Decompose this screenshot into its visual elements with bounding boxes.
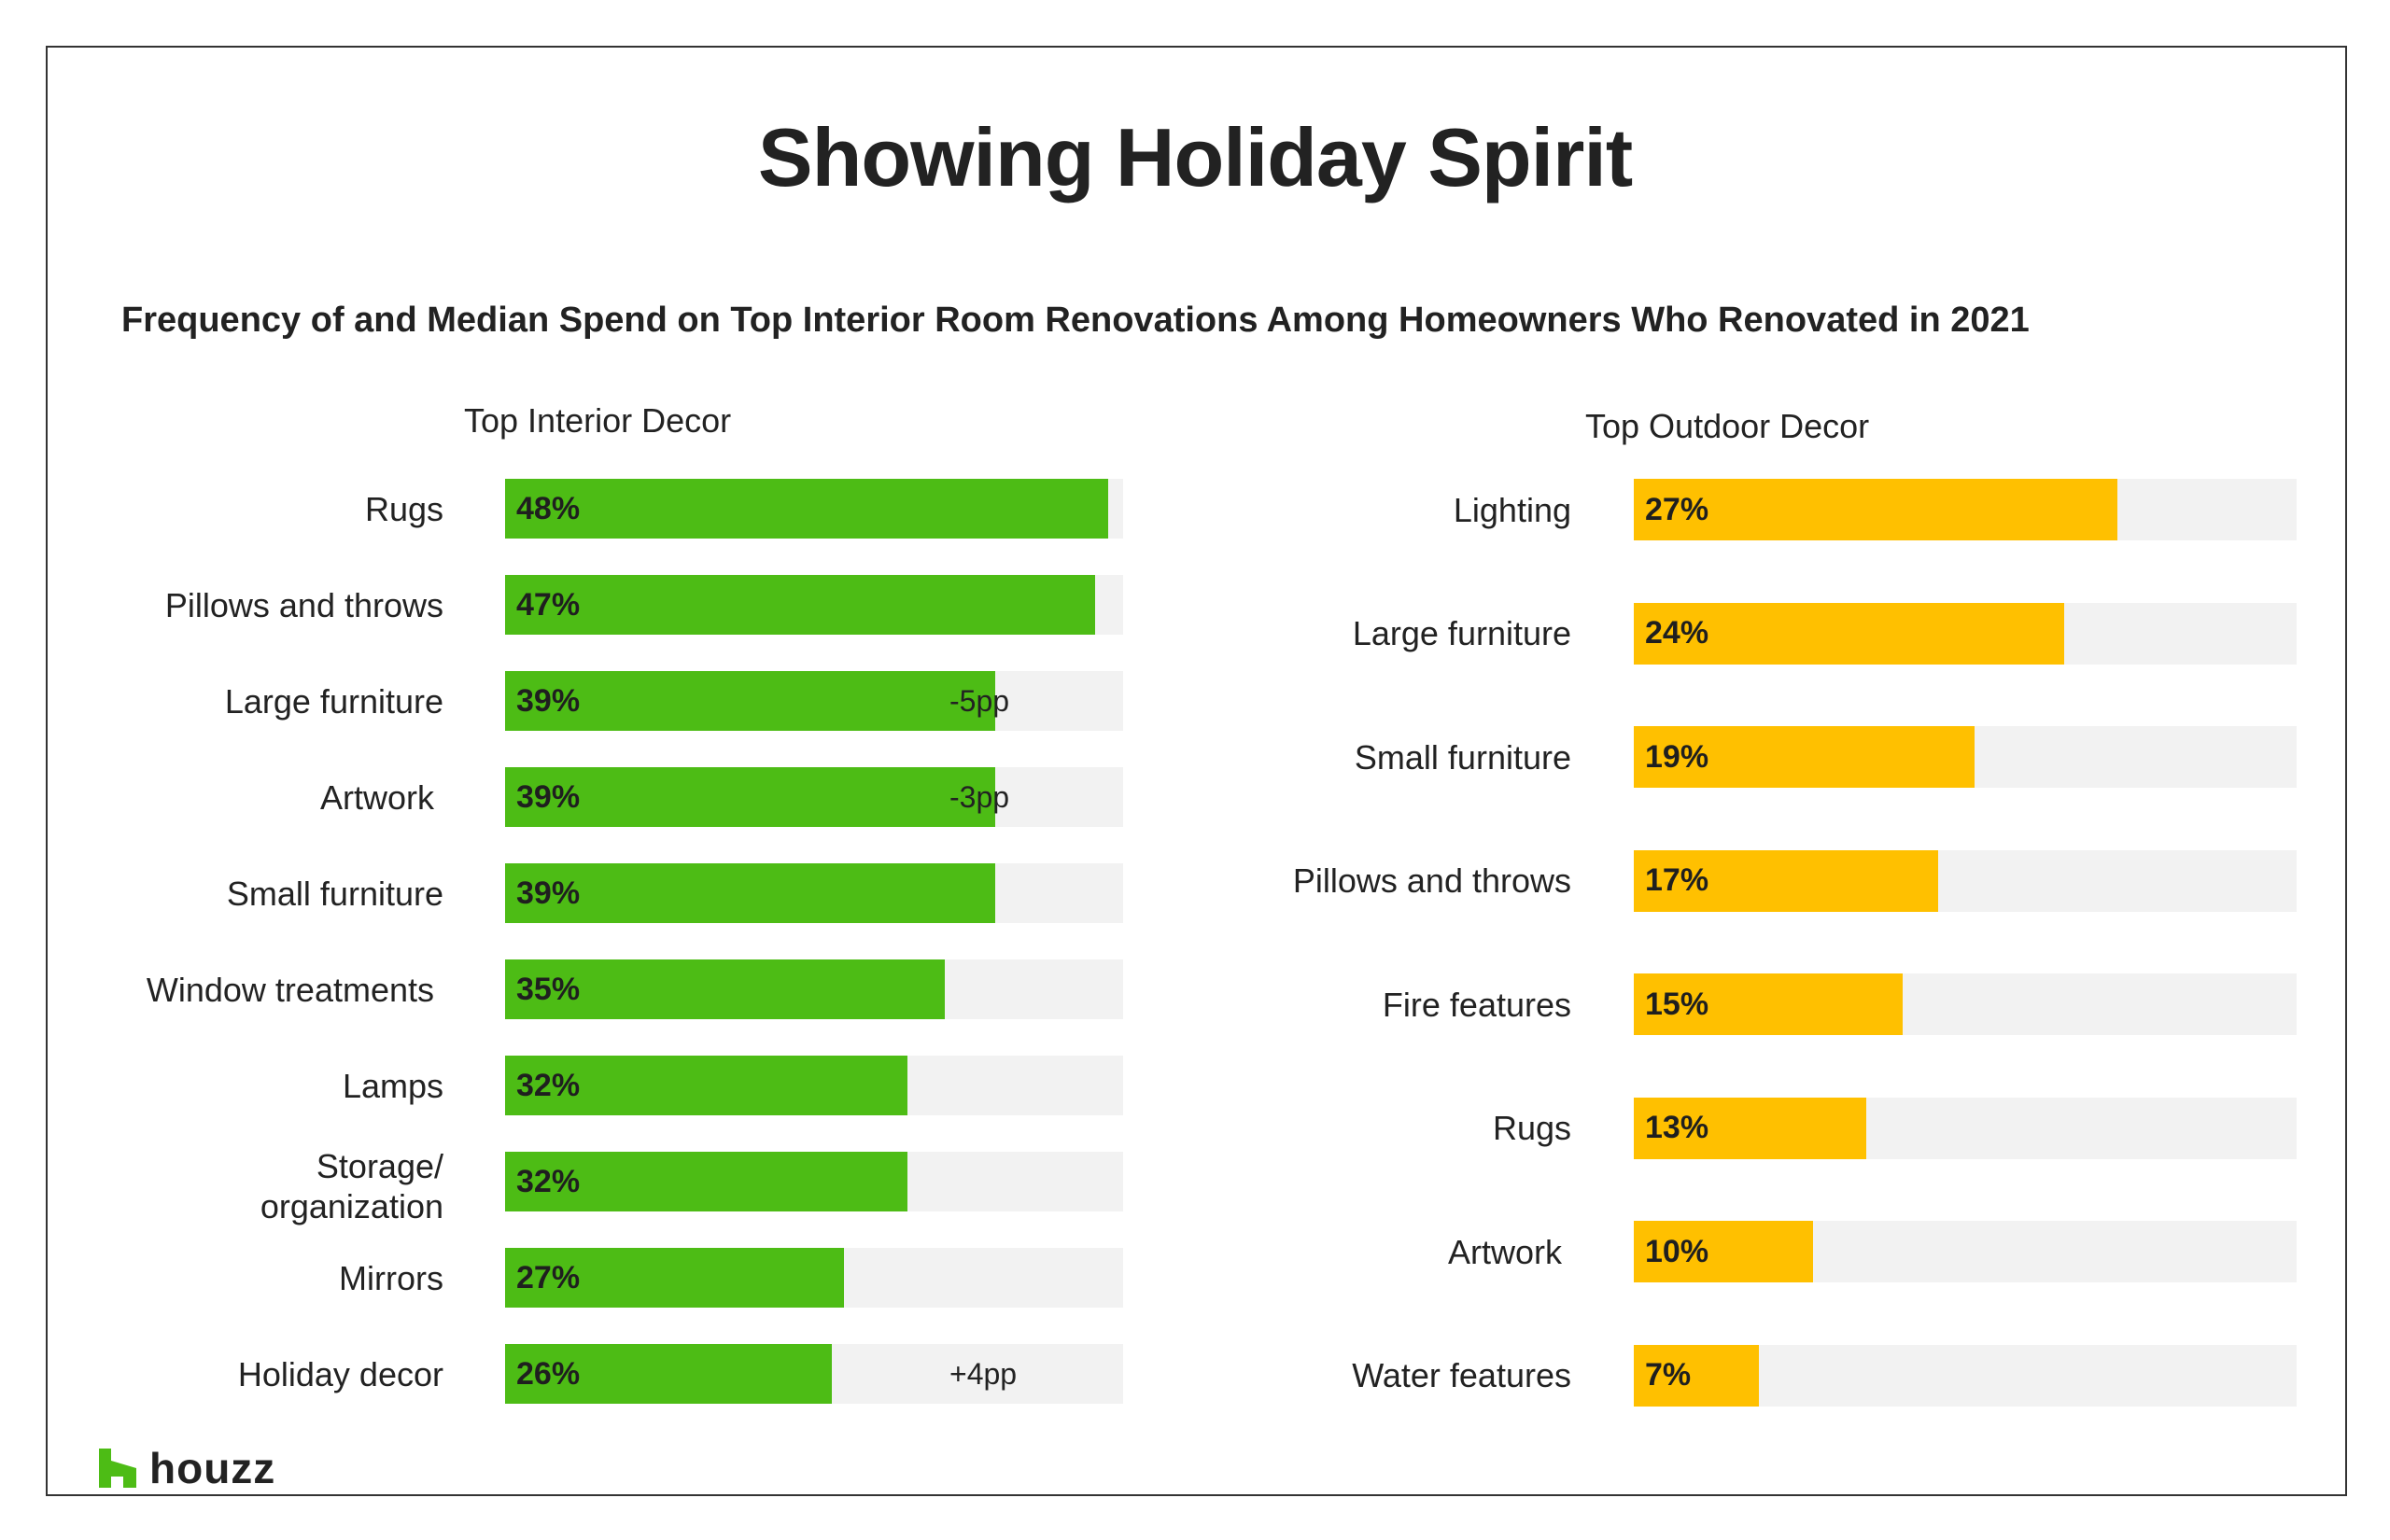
interior-bar-track-large-furniture: 39% -5pp — [505, 671, 1123, 731]
outdoor-bar-track-large-furniture: 24% — [1634, 602, 2297, 665]
page-title: Showing Holiday Spirit — [757, 111, 1633, 203]
interior-bar-track-rugs: 48% — [505, 479, 1123, 539]
interior-value-label-storage-organization: 32% — [516, 1163, 581, 1199]
interior-value-label-holiday-decor: 26% — [516, 1355, 581, 1392]
interior-bar-pillows-and-throws — [505, 575, 1096, 635]
interior-label-holiday-decor: Holiday decor — [237, 1354, 443, 1393]
interior-bar-track-storage-organization: 32% — [505, 1152, 1123, 1211]
interior-value-label-artwork: 39% — [516, 778, 581, 815]
outdoor-value-label-rugs: 13% — [1645, 1110, 1709, 1145]
interior-bar-track-holiday-decor: 26% +4pp — [505, 1344, 1123, 1404]
outdoor-bar-track-artwork: 10% — [1634, 1221, 2297, 1282]
outdoor-value-label-large-furniture: 24% — [1645, 615, 1709, 651]
interior-label-lamps: Lamps — [342, 1066, 443, 1105]
outdoor-bar-track-pillows-and-throws: 17% — [1634, 849, 2297, 912]
chart-subtitle: Frequency of and Median Spend on Top Int… — [121, 301, 2030, 340]
chart-frame — [46, 46, 2347, 1496]
interior-label-small-furniture: Small furniture — [226, 874, 443, 913]
outdoor-value-label-small-furniture: 19% — [1645, 738, 1709, 775]
interior-change-note-large-furniture: -5pp — [949, 683, 1010, 718]
interior-panel-title: Top Interior Decor — [464, 401, 732, 440]
interior-bar-holiday-decor — [505, 1344, 832, 1404]
outdoor-label-lighting: Lighting — [1453, 490, 1571, 529]
interior-bar-small-furniture — [505, 863, 995, 923]
brand-name: houzz — [149, 1444, 276, 1492]
brand-logo: houzz — [99, 1443, 275, 1493]
interior-label-pillows-and-throws: Pillows and throws — [164, 585, 443, 624]
interior-bar-storage-organization — [505, 1152, 907, 1211]
outdoor-bar-fire-features — [1634, 973, 1903, 1035]
interior-value-label-window-treatments: 35% — [516, 971, 581, 1007]
interior-value-label-small-furniture: 39% — [516, 875, 581, 911]
outdoor-bar-small-furniture — [1634, 726, 1975, 788]
outdoor-bar-track-water-features: 7% — [1634, 1344, 2297, 1407]
outdoor-value-label-lighting: 27% — [1645, 491, 1709, 527]
outdoor-label-water-features: Water features — [1352, 1356, 1571, 1394]
outdoor-value-label-pillows-and-throws: 17% — [1645, 862, 1709, 898]
outdoor-bar-water-features — [1634, 1344, 1760, 1407]
interior-bar-mirrors — [505, 1248, 845, 1308]
interior-bar-artwork — [505, 767, 995, 827]
outdoor-label-fire-features: Fire features — [1382, 985, 1571, 1024]
outdoor-value-label-artwork: 10% — [1645, 1233, 1709, 1269]
interior-value-label-mirrors: 27% — [516, 1259, 581, 1295]
interior-change-note-holiday-decor: +4pp — [949, 1356, 1018, 1391]
interior-bar-track-mirrors: 27% — [505, 1248, 1123, 1308]
interior-bar-track-pillows-and-throws: 47% — [505, 575, 1123, 635]
outdoor-bar-track-fire-features: 15% — [1634, 973, 2297, 1035]
outdoor-value-label-fire-features: 15% — [1645, 986, 1709, 1022]
interior-label-storage-organization: Storage/organization — [260, 1147, 443, 1225]
outdoor-bar-lighting — [1634, 479, 2118, 540]
interior-bar-large-furniture — [505, 671, 995, 731]
outdoor-bar-track-rugs: 13% — [1634, 1097, 2297, 1159]
interior-bar-window-treatments — [505, 959, 945, 1019]
interior-value-label-large-furniture: 39% — [516, 682, 581, 719]
outdoor-bar-track-lighting: 27% — [1634, 479, 2297, 540]
interior-bar-track-artwork: 39% -3pp — [505, 767, 1123, 827]
interior-bar-rugs — [505, 479, 1108, 539]
interior-value-label-lamps: 32% — [516, 1067, 581, 1103]
interior-value-label-pillows-and-throws: 47% — [516, 586, 581, 623]
outdoor-bar-track-small-furniture: 19% — [1634, 726, 2297, 788]
interior-label-artwork: Artwork — [319, 777, 434, 817]
outdoor-bar-artwork — [1634, 1221, 1813, 1282]
interior-label-rugs: Rugs — [364, 489, 443, 528]
interior-bar-track-window-treatments: 35% — [505, 959, 1123, 1019]
interior-bar-track-lamps: 32% — [505, 1056, 1123, 1115]
interior-label-window-treatments: Window treatments — [146, 970, 434, 1009]
interior-bar-track-small-furniture: 39% — [505, 863, 1123, 923]
outdoor-bar-pillows-and-throws — [1634, 849, 1939, 912]
houzz-logo-icon — [99, 1449, 136, 1488]
interior-change-note-artwork: -3pp — [949, 779, 1010, 814]
interior-bar-lamps — [505, 1056, 907, 1115]
outdoor-bar-large-furniture — [1634, 602, 2064, 665]
outdoor-label-artwork: Artwork — [1447, 1232, 1562, 1271]
outdoor-value-label-water-features: 7% — [1645, 1357, 1692, 1393]
interior-value-label-rugs: 48% — [516, 490, 581, 526]
outdoor-label-small-furniture: Small furniture — [1354, 737, 1571, 777]
outdoor-bar-rugs — [1634, 1097, 1867, 1159]
outdoor-label-large-furniture: Large furniture — [1352, 614, 1571, 652]
outdoor-label-pillows-and-throws: Pillows and throws — [1292, 861, 1571, 900]
outdoor-panel-title: Top Outdoor Decor — [1585, 407, 1870, 445]
outdoor-label-rugs: Rugs — [1492, 1109, 1571, 1147]
interior-label-large-furniture: Large furniture — [224, 681, 443, 721]
interior-label-mirrors: Mirrors — [339, 1258, 443, 1297]
